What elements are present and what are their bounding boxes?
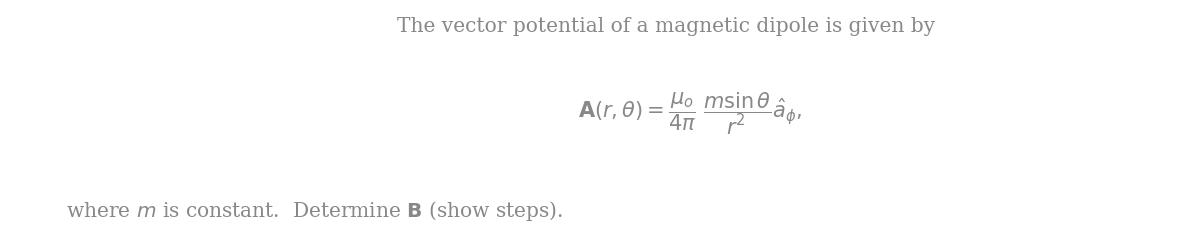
Text: The vector potential of a magnetic dipole is given by: The vector potential of a magnetic dipol… bbox=[397, 17, 935, 36]
Text: where $m$ is constant.  Determine $\mathbf{B}$ (show steps).: where $m$ is constant. Determine $\mathb… bbox=[66, 199, 563, 223]
Text: $\mathbf{A}(r,\theta) = \dfrac{\mu_o}{4\pi}\ \dfrac{m\sin\theta}{r^2}\hat{a}_\ph: $\mathbf{A}(r,\theta) = \dfrac{\mu_o}{4\… bbox=[578, 91, 802, 137]
